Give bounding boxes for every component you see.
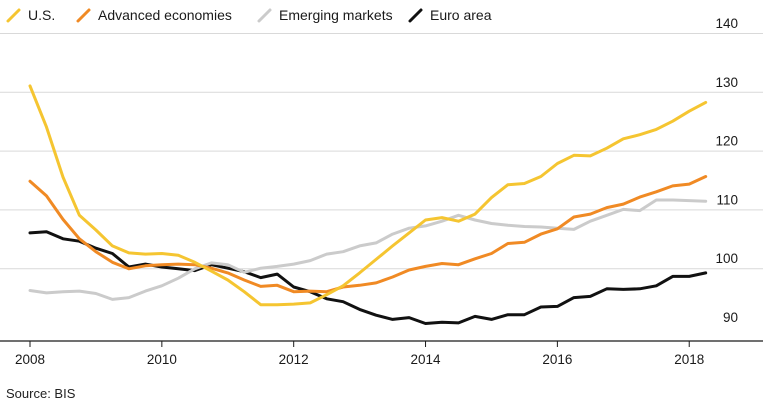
legend-swatch [257, 8, 272, 23]
series-line-u-s [28, 84, 708, 307]
legend-swatch [408, 8, 423, 23]
y-tick-label: 130 [715, 75, 738, 90]
legend-swatch [6, 8, 21, 23]
x-tick-label: 2012 [279, 352, 309, 367]
series-line-advanced-economies [28, 175, 708, 294]
series-line-euro-area [28, 230, 708, 325]
legend-label: Emerging markets [279, 7, 393, 23]
legend-label: Euro area [430, 7, 492, 23]
legend-label: Advanced economies [98, 7, 232, 23]
x-tick-label: 2010 [147, 352, 177, 367]
x-tick-label: 2014 [411, 352, 442, 367]
x-tick-label: 2008 [15, 352, 45, 367]
y-tick-label: 140 [715, 16, 738, 31]
series-line-emerging-markets [28, 198, 708, 301]
y-tick-label: 120 [715, 134, 738, 149]
legend: U.S. Advanced economies Emerging markets Eu… [6, 7, 492, 23]
y-tick-label: 90 [723, 310, 738, 325]
legend-label: U.S. [28, 7, 55, 23]
source-note: Source: BIS [6, 386, 76, 401]
series-lines [28, 84, 708, 325]
y-tick-label: 110 [716, 192, 738, 207]
legend-swatch [76, 8, 91, 23]
y-axis-ticks: 90 100 110 120 130 140 [715, 16, 738, 325]
y-tick-label: 100 [715, 251, 738, 266]
x-tick-label: 2016 [542, 352, 572, 367]
x-axis: 2008 2010 2012 2014 2016 2018 [0, 340, 763, 367]
gridlines [0, 33, 763, 270]
x-tick-label: 2018 [674, 352, 704, 367]
line-chart: U.S. Advanced economies Emerging markets Eu… [0, 7, 763, 367]
